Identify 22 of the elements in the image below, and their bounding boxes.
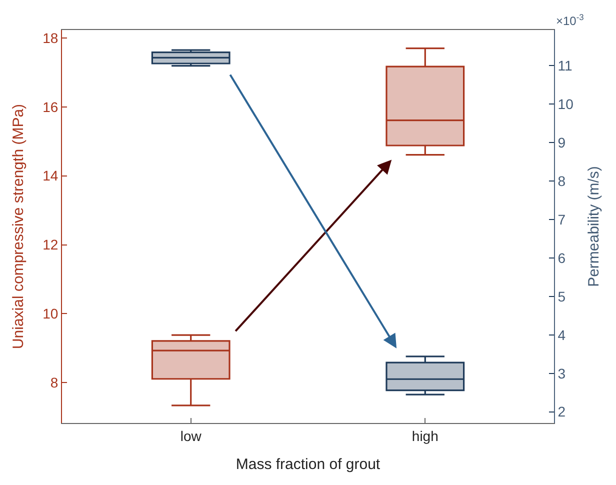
y-tick-label: 16: [42, 98, 58, 115]
y2-tick-label: 2: [558, 404, 566, 420]
y-tick-label: 18: [42, 30, 58, 46]
y2-tick-label: 4: [558, 326, 566, 343]
y-axis-title: Uniaxial compressive strength (MPa): [10, 104, 27, 350]
y-tick-label: 8: [50, 374, 58, 391]
y2-tick-label: 5: [558, 288, 566, 304]
text: ×10$^{-3}$: [556, 12, 584, 28]
x-tick-label: low: [180, 428, 202, 444]
y-tick-label: 10: [42, 306, 58, 322]
y2-tick-label: 7: [558, 211, 566, 228]
x-axis-title: Mass fraction of grout: [236, 456, 381, 473]
y2-tick-label: 6: [558, 250, 566, 266]
y2-tick-label: 3: [558, 365, 566, 382]
y2-tick-label: 8: [558, 172, 566, 189]
y2-axis-title: Permeability (m/s): [586, 166, 603, 287]
x-tick-label: high: [412, 428, 438, 444]
y2-tick-label: 11: [558, 57, 573, 74]
y2-tick-label: 9: [558, 134, 566, 150]
y2-tick-label: 10: [558, 96, 574, 112]
y-tick-label: 12: [42, 236, 58, 253]
y-tick-label: 14: [42, 168, 58, 184]
